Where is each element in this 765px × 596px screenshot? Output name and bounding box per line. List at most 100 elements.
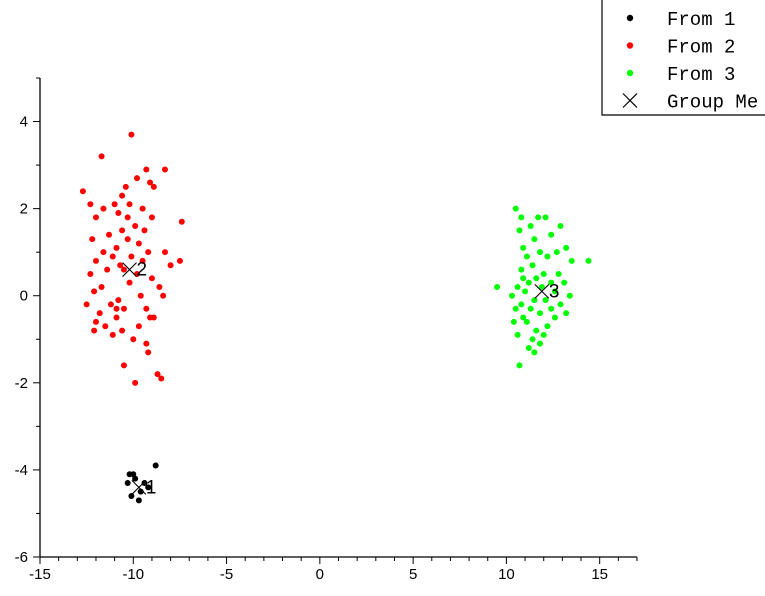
data-point-series-3 (525, 279, 532, 286)
data-point-series-2 (117, 262, 124, 269)
data-point-series-3 (531, 297, 538, 304)
data-point-series-3 (523, 318, 530, 325)
data-point-series-2 (143, 305, 150, 312)
data-point-series-2 (156, 284, 163, 291)
data-point-series-3 (561, 279, 568, 286)
legend-marker (622, 93, 638, 108)
data-point-series-3 (514, 284, 521, 291)
data-point-series-2 (126, 201, 133, 208)
legend-marker (626, 14, 634, 22)
data-point-series-3 (544, 323, 551, 330)
x-tick-label: 10 (498, 566, 515, 583)
data-point-series-2 (139, 205, 146, 212)
data-point-series-3 (542, 297, 549, 304)
data-point-series-3 (535, 214, 542, 221)
data-point-series-2 (79, 188, 86, 195)
y-tick-label: 2 (20, 201, 28, 218)
data-point-series-3 (536, 340, 543, 347)
data-point-series-3 (563, 310, 570, 317)
data-point-series-3 (548, 279, 555, 286)
data-point-series-3 (533, 275, 540, 282)
data-point-series-3 (512, 205, 519, 212)
data-point-series-2 (160, 292, 167, 299)
x-tick-label: -5 (220, 566, 233, 583)
data-point-series-2 (119, 192, 126, 199)
data-point-series-1 (152, 462, 159, 469)
data-point-series-2 (107, 301, 114, 308)
data-point-series-3 (509, 292, 516, 299)
data-point-series-3 (527, 305, 534, 312)
x-tick-label: 0 (316, 566, 324, 583)
legend-label: From 3 (667, 64, 735, 86)
data-point-series-2 (111, 201, 118, 208)
y-tick-label: 4 (20, 114, 28, 131)
x-tick-label: 5 (409, 566, 417, 583)
data-point-series-2 (145, 249, 152, 256)
data-point-series-2 (135, 240, 142, 247)
data-point-series-3 (557, 223, 564, 230)
data-point-series-2 (115, 297, 122, 304)
data-point-series-2 (154, 371, 161, 378)
data-point-series-3 (542, 214, 549, 221)
data-point-series-2 (120, 266, 127, 273)
data-point-series-2 (137, 292, 144, 299)
data-point-series-2 (109, 253, 116, 260)
data-point-series-2 (148, 275, 155, 282)
data-point-series-2 (132, 223, 139, 230)
data-point-series-2 (128, 253, 135, 260)
data-point-series-3 (548, 231, 555, 238)
data-point-series-3 (536, 310, 543, 317)
data-point-series-2 (126, 279, 133, 286)
data-point-series-2 (87, 201, 94, 208)
data-point-series-3 (555, 270, 562, 277)
legend: From 1 From 2 From 3 Group Me (601, 0, 765, 116)
data-point-series-3 (518, 266, 525, 273)
data-point-series-2 (134, 175, 141, 182)
legend-box (601, 0, 765, 116)
group-mean-marker (122, 262, 137, 277)
data-point-series-2 (106, 231, 113, 238)
data-point-series-3 (522, 288, 529, 295)
data-point-series-3 (518, 301, 525, 308)
data-point-series-2 (178, 218, 185, 225)
data-point-series-2 (92, 318, 99, 325)
legend-label: From 1 (667, 9, 735, 31)
group-mean-label: 1 (146, 477, 157, 498)
data-point-series-1 (124, 479, 131, 486)
data-point-series-3 (551, 314, 558, 321)
data-point-series-2 (128, 131, 135, 138)
data-point-series-1 (135, 497, 142, 504)
legend-marker (626, 42, 634, 49)
data-point-series-2 (92, 214, 99, 221)
data-point-series-2 (143, 166, 150, 173)
data-point-series-1 (145, 484, 152, 491)
data-point-series-2 (119, 227, 126, 234)
data-point-series-3 (568, 257, 575, 264)
data-point-series-2 (91, 288, 98, 295)
data-point-series-2 (100, 249, 107, 256)
data-point-series-3 (540, 331, 547, 338)
data-point-series-3 (544, 253, 551, 260)
data-point-series-2 (124, 214, 131, 221)
data-point-series-1 (128, 493, 135, 500)
data-point-series-3 (527, 223, 534, 230)
y-tick-label: -2 (15, 375, 28, 392)
data-point-series-2 (91, 327, 98, 334)
data-points (79, 131, 592, 504)
data-point-series-3 (514, 331, 521, 338)
data-point-series-2 (98, 284, 105, 291)
data-point-series-3 (563, 244, 570, 251)
data-point-series-2 (115, 209, 122, 216)
group-mean-label: 3 (549, 281, 560, 302)
data-point-series-3 (585, 257, 592, 264)
group-means: 1 2 3 (122, 260, 560, 498)
data-point-series-3 (520, 314, 527, 321)
data-point-series-2 (161, 249, 168, 256)
data-point-series-2 (120, 305, 127, 312)
data-point-series-3 (553, 249, 560, 256)
data-point-series-2 (113, 244, 120, 251)
data-point-series-2 (147, 179, 154, 186)
legend-label: Group Me (667, 92, 758, 114)
data-point-series-2 (135, 323, 142, 330)
